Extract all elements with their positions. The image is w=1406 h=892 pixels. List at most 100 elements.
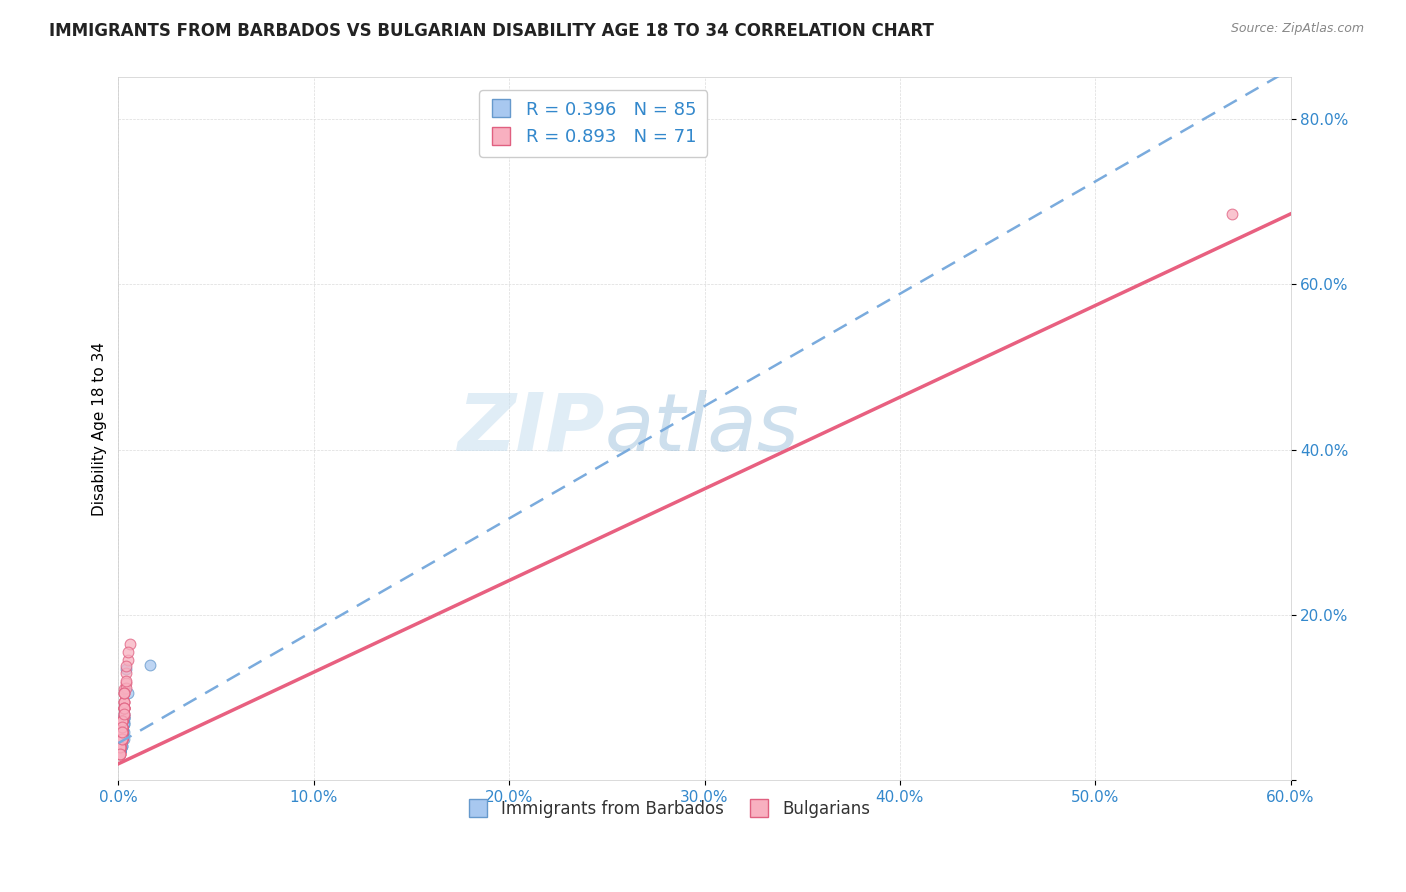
Point [110,740,132,755]
Point [111,723,134,738]
Point [110,744,132,758]
Point [110,742,132,756]
Point [138,657,160,672]
Point [110,739,132,753]
Point [112,731,135,746]
Point [110,747,132,761]
Point [112,695,135,709]
Point [115,659,138,673]
Point [110,739,132,753]
Point [1220,207,1243,221]
Point [111,731,134,746]
Point [110,740,132,755]
Point [111,731,134,746]
Point [115,681,138,695]
Point [111,733,134,747]
Point [111,715,134,730]
Point [110,747,132,761]
Point [111,739,134,753]
Point [111,714,134,728]
Point [110,739,132,753]
Legend: Immigrants from Barbados, Bulgarians: Immigrants from Barbados, Bulgarians [461,793,877,825]
Point [112,686,135,700]
Point [112,700,135,714]
Point [112,711,135,725]
Point [112,700,135,714]
Point [112,682,135,697]
Point [111,717,134,731]
Point [110,731,132,746]
Point [111,731,134,746]
Point [111,728,134,742]
Point [117,686,139,700]
Point [111,715,134,730]
Point [111,717,134,731]
Point [110,740,132,755]
Point [110,740,132,755]
Point [111,728,134,742]
Point [111,720,134,734]
Point [111,714,134,728]
Point [112,711,135,725]
Point [111,728,134,742]
Point [111,717,134,731]
Point [112,707,135,722]
Point [110,740,132,755]
Point [111,739,134,753]
Point [111,728,134,742]
Point [110,740,132,755]
Point [111,720,134,734]
Point [110,733,132,747]
Point [110,744,132,758]
Point [111,722,134,736]
Point [117,645,139,659]
Point [115,662,138,676]
Point [112,695,135,709]
Point [112,695,135,709]
Point [110,731,132,746]
Point [111,720,134,734]
Point [110,733,132,747]
Point [111,722,134,736]
Point [115,665,138,680]
Point [110,733,132,747]
Y-axis label: Disability Age 18 to 34: Disability Age 18 to 34 [93,342,107,516]
Point [111,720,134,734]
Point [111,720,134,734]
Point [110,733,132,747]
Point [111,722,134,736]
Point [111,725,134,739]
Point [110,733,132,747]
Point [111,731,134,746]
Point [110,740,132,755]
Point [110,739,132,753]
Point [111,722,134,736]
Point [111,731,134,746]
Point [110,739,132,753]
Point [110,731,132,746]
Point [112,700,135,714]
Point [111,725,134,739]
Point [110,731,132,745]
Point [110,740,132,755]
Point [110,744,132,758]
Point [110,733,132,747]
Point [111,714,134,728]
Point [110,740,132,755]
Point [111,725,134,739]
Point [111,720,134,734]
Point [111,728,134,742]
Point [111,720,134,734]
Point [110,743,132,757]
Point [112,717,135,731]
Point [111,728,134,742]
Point [110,740,132,755]
Point [112,715,135,730]
Point [110,731,132,746]
Point [111,717,134,731]
Point [111,714,134,728]
Point [111,715,134,730]
Point [112,725,135,739]
Point [111,731,134,746]
Point [111,725,134,739]
